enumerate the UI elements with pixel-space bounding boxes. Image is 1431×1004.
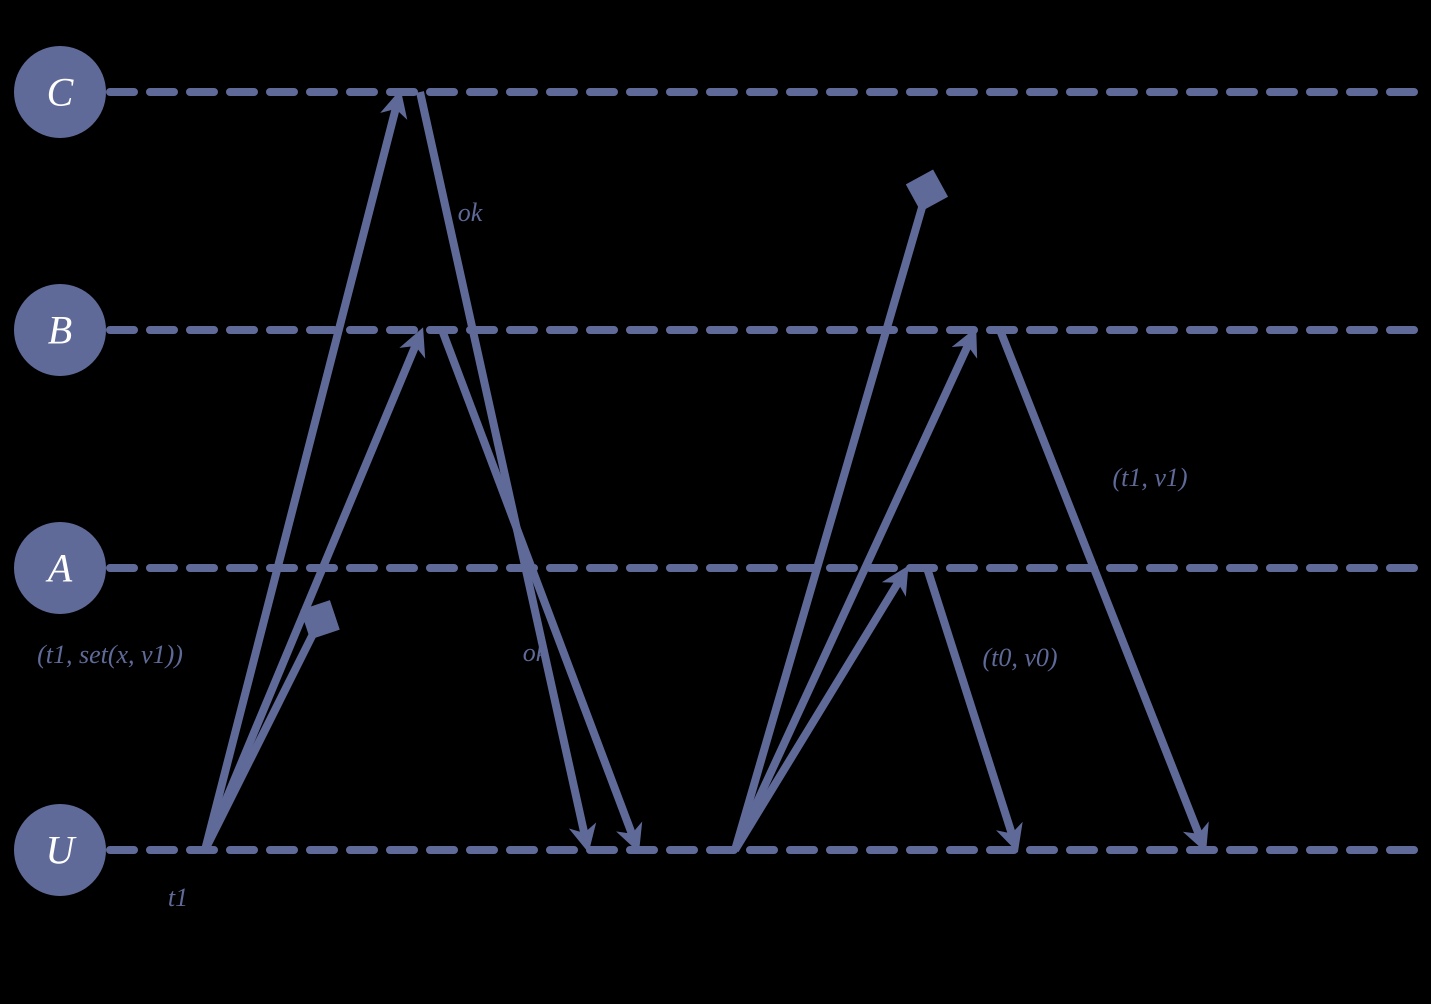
message-arrow (927, 568, 1014, 841)
annotation-label: ok (523, 638, 548, 667)
annotation-label: (t1, v1) (1112, 463, 1187, 492)
lane-label-C: C (47, 70, 75, 115)
annotation-label: (t0, v0) (982, 643, 1057, 672)
message-arrow (205, 339, 418, 850)
annotation-label: ok (458, 198, 483, 227)
lane-label-U: U (46, 828, 78, 873)
message-arrow (1000, 330, 1201, 841)
sequence-diagram: C B A Uok (t1, set(x, v1)) ok (t1, v1) (t0, v0)… (0, 0, 1431, 1004)
message-arrow (735, 576, 902, 850)
message-arrow (735, 191, 927, 850)
message-arrow (205, 101, 398, 850)
lane-label-B: B (48, 308, 72, 353)
annotation-label: t1 (168, 883, 188, 912)
message-arrow (442, 330, 635, 841)
lane-label-A: A (45, 546, 73, 591)
annotation-label: (t1, set(x, v1)) (37, 640, 183, 669)
message-arrow (205, 620, 320, 850)
message-arrow (420, 92, 586, 840)
